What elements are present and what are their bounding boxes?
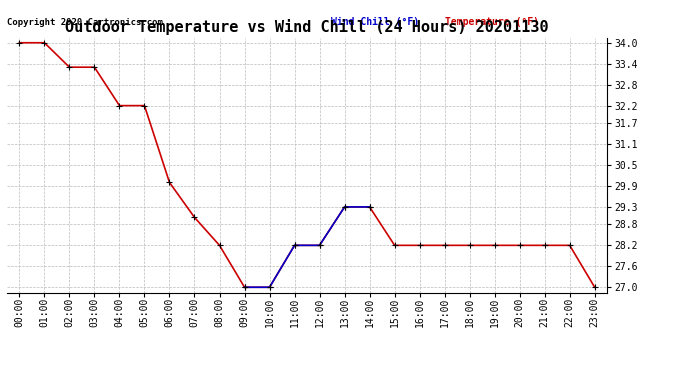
Title: Outdoor Temperature vs Wind Chill (24 Hours) 20201130: Outdoor Temperature vs Wind Chill (24 Ho…	[66, 19, 549, 35]
Text: Wind Chill (°F): Wind Chill (°F)	[331, 17, 420, 27]
Text: Temperature (°F): Temperature (°F)	[445, 17, 539, 27]
Text: Copyright 2020 Cartronics.com: Copyright 2020 Cartronics.com	[7, 18, 163, 27]
